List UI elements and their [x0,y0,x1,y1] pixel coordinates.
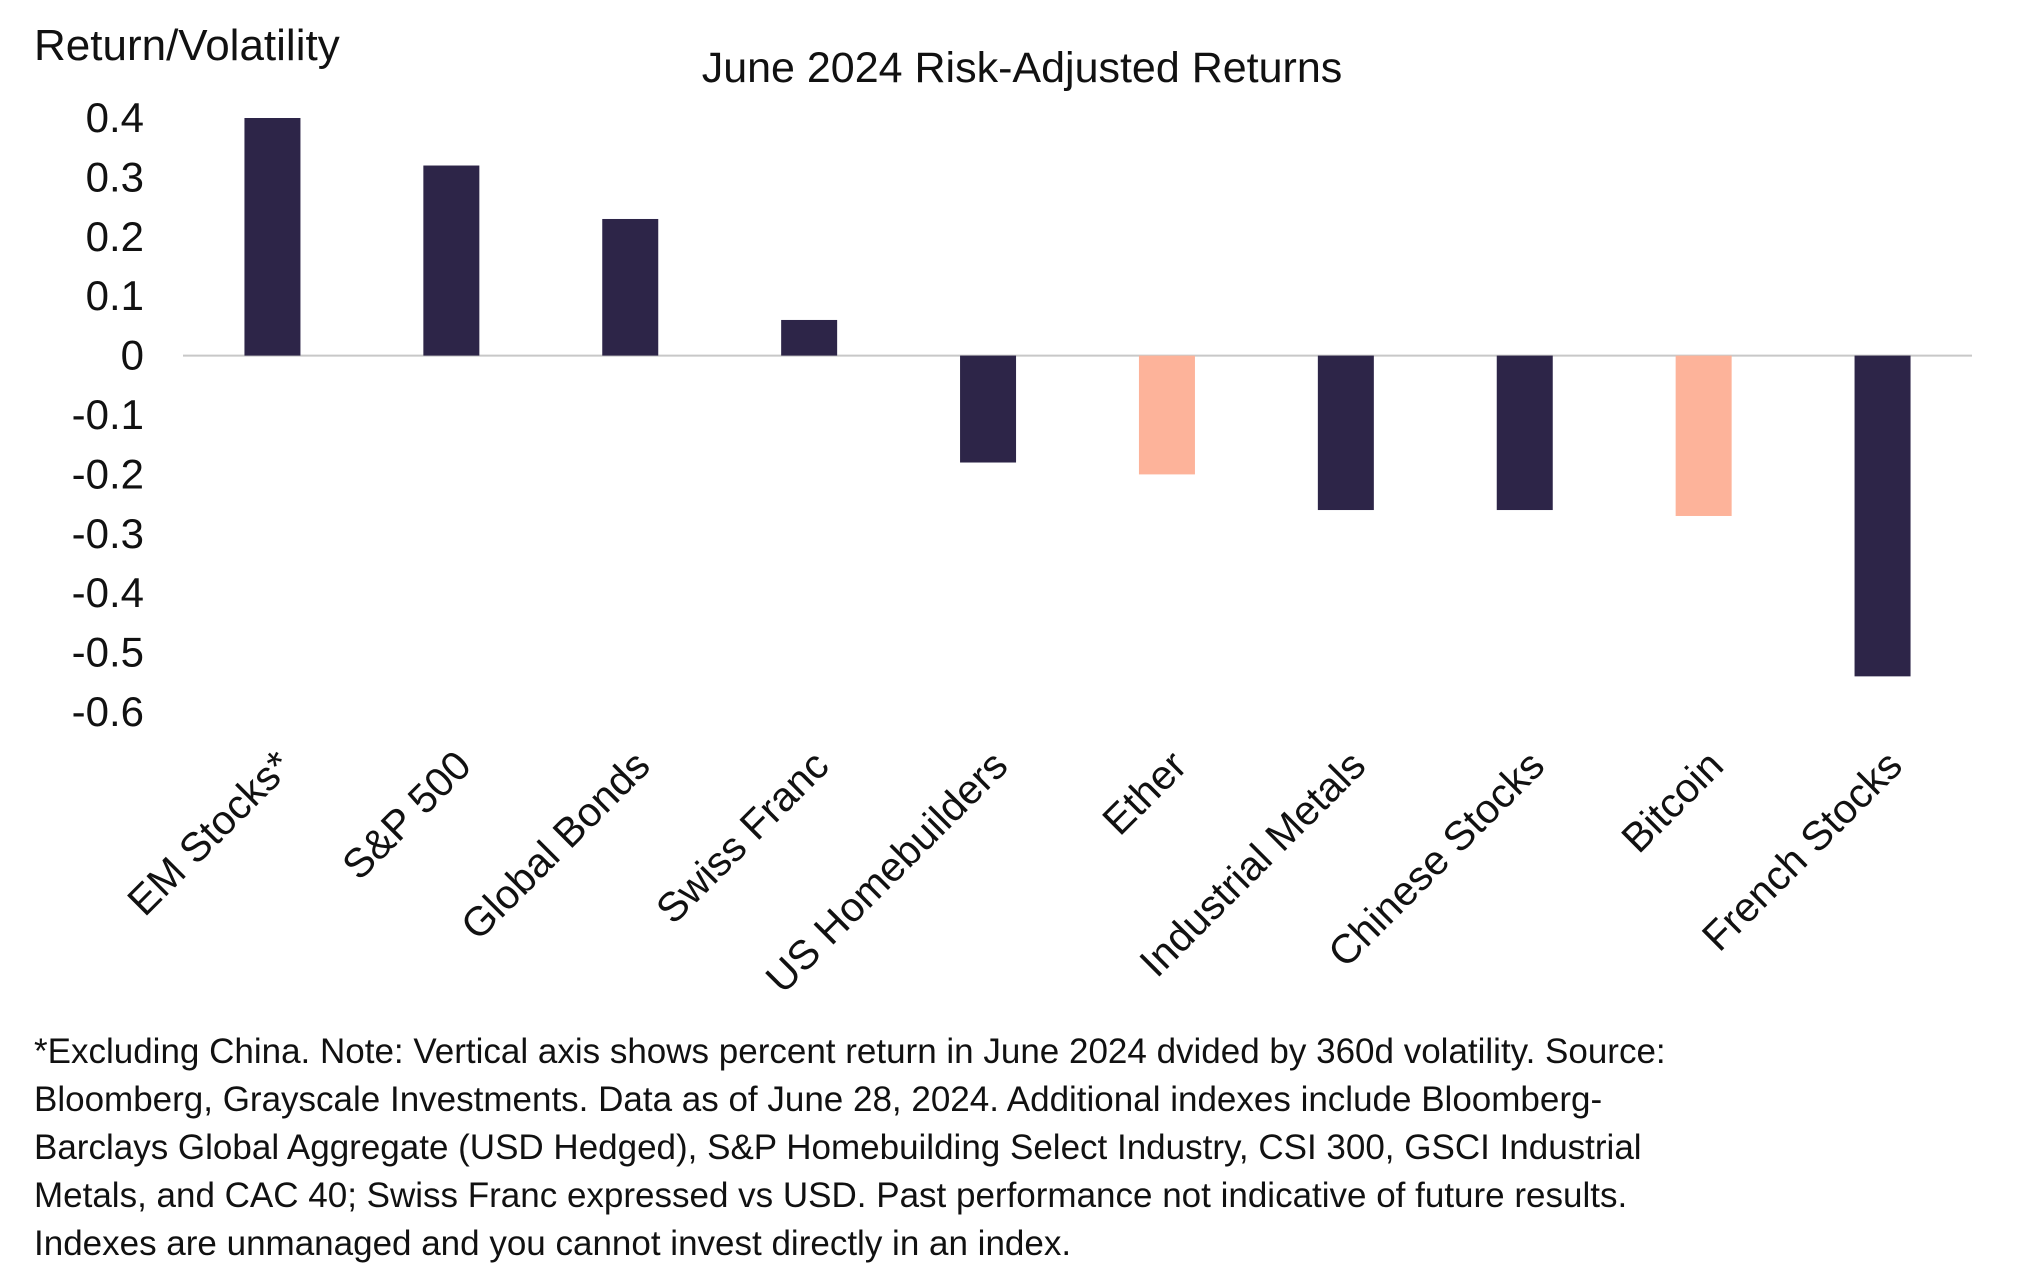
x-category-label: Bitcoin [1612,742,1732,862]
chart-title: June 2024 Risk-Adjusted Returns [702,44,1343,92]
y-tick-label: -0.6 [72,688,144,735]
bar [1139,356,1195,475]
bar [1676,356,1732,516]
x-category-label: Global Bonds [452,742,659,949]
x-category-label: S&P 500 [333,742,479,888]
bar [781,320,837,356]
bar [1497,356,1553,510]
footnote-line: Barclays Global Aggregate (USD Hedged), … [34,1124,1994,1172]
bar [602,219,658,356]
bar-chart: Return/Volatility June 2024 Risk-Adjuste… [0,0,2022,1020]
y-tick-label: 0.2 [86,213,144,260]
y-axis-label: Return/Volatility [34,21,340,70]
y-tick-label: -0.4 [72,569,144,616]
x-category-label: EM Stocks* [118,742,300,924]
x-category-label: Ether [1093,742,1195,844]
y-tick-label: 0.4 [86,94,144,141]
bar [423,166,479,356]
bar [1318,356,1374,510]
footnote-line: *Excluding China. Note: Vertical axis sh… [34,1028,1994,1076]
footnote-line: Bloomberg, Grayscale Investments. Data a… [34,1076,1994,1124]
y-tick-label: -0.1 [72,391,144,438]
y-axis-ticks: 0.4 0.3 0.2 0.1 0 -0.1 -0.2 -0.3 -0.4 -0.5 -0.6 [72,94,144,735]
bar [1855,356,1911,677]
y-tick-label: -0.3 [72,510,144,557]
bar [960,356,1016,463]
bar [244,118,300,356]
y-tick-label: 0 [121,332,144,379]
y-tick-label: -0.2 [72,450,144,497]
y-tick-label: 0.3 [86,153,144,200]
y-tick-label: 0.1 [86,272,144,319]
footnote-line: Indexes are unmanaged and you cannot inv… [34,1220,1994,1268]
x-category-label: Swiss Franc [647,742,837,932]
bars-group [244,118,1910,676]
y-tick-label: -0.5 [72,629,144,676]
footnote-line: Metals, and CAC 40; Swiss Franc expresse… [34,1172,1994,1220]
footnote: *Excluding China. Note: Vertical axis sh… [34,1028,1994,1268]
